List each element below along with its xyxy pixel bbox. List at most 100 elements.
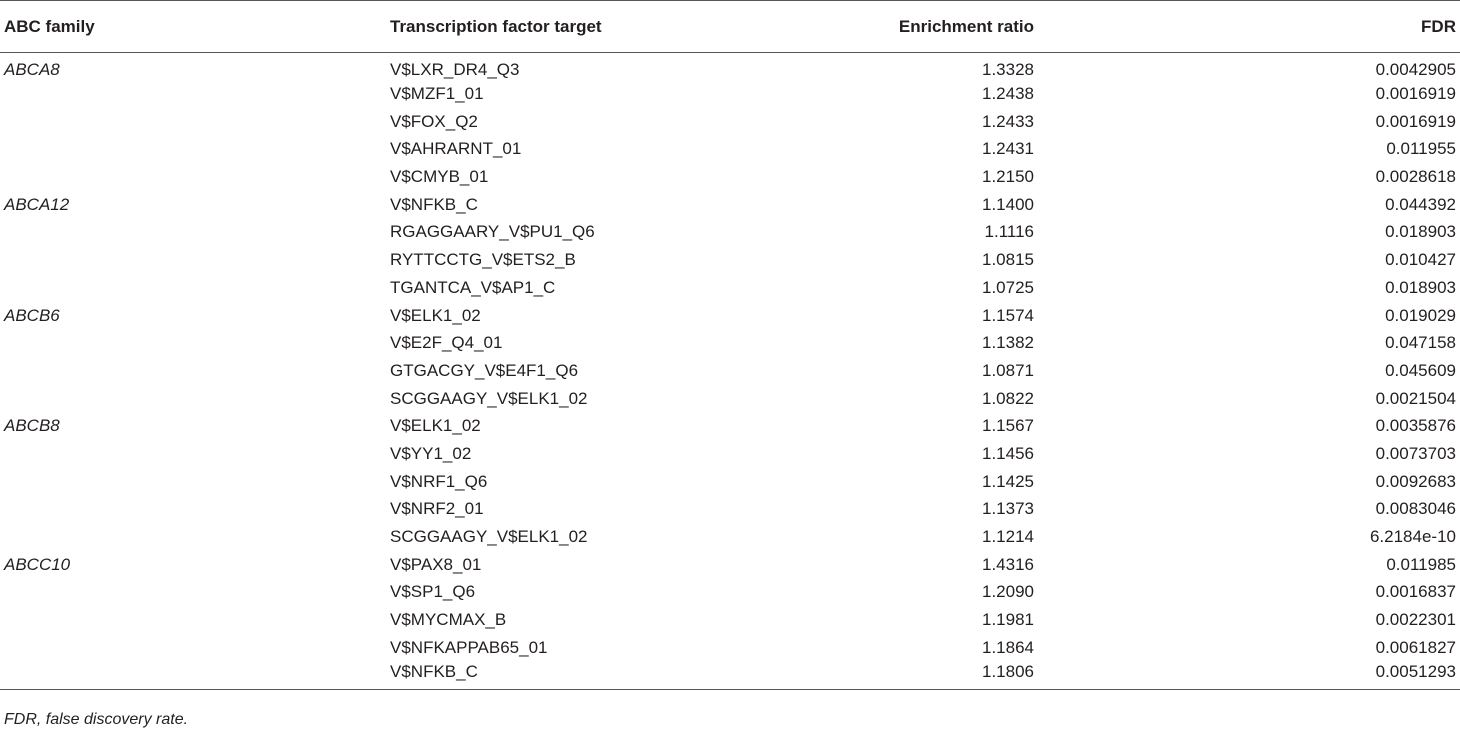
- table-row: ABCB6 V$ELK1_02 1.1574 0.019029: [0, 302, 1460, 330]
- cell-fdr: 0.0042905: [1375, 59, 1456, 79]
- table-row: V$NRF2_01 1.1373 0.0083046: [0, 496, 1460, 524]
- cell-fdr: 0.0021504: [1375, 388, 1456, 408]
- cell-fdr: 0.018903: [1385, 222, 1456, 242]
- cell-abc-family: ABCA12: [4, 194, 70, 214]
- data-table-container: ABC family Transcription factor target E…: [0, 0, 1460, 690]
- cell-abc-family: [0, 357, 390, 385]
- cell-transcription-factor-target: V$ELK1_02: [390, 416, 481, 436]
- cell-transcription-factor-target: TGANTCA_V$AP1_C: [390, 277, 556, 297]
- cell-fdr: 0.0061827: [1375, 637, 1456, 657]
- cell-fdr: 0.0092683: [1375, 471, 1456, 491]
- table-row: ABCA12 V$NFKB_C 1.1400 0.044392: [0, 191, 1460, 219]
- cell-transcription-factor-target: V$MYCMAX_B: [390, 610, 507, 630]
- cell-enrichment-ratio: 1.1567: [982, 416, 1034, 436]
- header-enrichment-ratio: Enrichment ratio: [898, 16, 1034, 36]
- cell-enrichment-ratio: 1.2431: [982, 139, 1034, 159]
- cell-transcription-factor-target: V$NFKAPPAB65_01: [390, 637, 548, 657]
- cell-fdr: 0.0073703: [1375, 443, 1456, 463]
- cell-transcription-factor-target: V$FOX_Q2: [390, 111, 478, 131]
- cell-abc-family: [0, 219, 390, 247]
- cell-fdr: 0.0035876: [1375, 416, 1456, 436]
- cell-abc-family: ABCA8: [4, 59, 60, 79]
- table-row: RYTTCCTG_V$ETS2_B 1.0815 0.010427: [0, 246, 1460, 274]
- cell-transcription-factor-target: V$SP1_Q6: [390, 582, 476, 602]
- cell-enrichment-ratio: 1.2433: [982, 111, 1034, 131]
- cell-enrichment-ratio: 1.1574: [982, 305, 1034, 325]
- cell-fdr: 0.018903: [1385, 277, 1456, 297]
- cell-fdr: 0.045609: [1385, 360, 1456, 380]
- cell-abc-family: ABCC10: [4, 554, 71, 574]
- table-row: V$YY1_02 1.1456 0.0073703: [0, 440, 1460, 468]
- cell-transcription-factor-target: V$PAX8_01: [390, 554, 482, 574]
- cell-abc-family: [0, 385, 390, 413]
- table-row: V$AHRARNT_01 1.2431 0.011955: [0, 136, 1460, 164]
- table-row: ABCA8 V$LXR_DR4_Q3 1.3328 0.0042905: [0, 53, 1460, 81]
- cell-fdr: 0.0028618: [1375, 167, 1456, 187]
- cell-abc-family: [0, 634, 390, 662]
- cell-abc-family: [0, 662, 390, 690]
- table-row: TGANTCA_V$AP1_C 1.0725 0.018903: [0, 274, 1460, 302]
- cell-abc-family: ABCB8: [4, 416, 60, 436]
- header-transcription-factor-target: Transcription factor target: [390, 16, 602, 36]
- cell-abc-family: [0, 496, 390, 524]
- table-row: V$E2F_Q4_01 1.1382 0.047158: [0, 329, 1460, 357]
- cell-transcription-factor-target: V$ELK1_02: [390, 305, 481, 325]
- cell-enrichment-ratio: 1.0815: [982, 250, 1034, 270]
- cell-transcription-factor-target: GTGACGY_V$E4F1_Q6: [390, 360, 579, 380]
- cell-enrichment-ratio: 1.0822: [982, 388, 1034, 408]
- table-row: SCGGAAGY_V$ELK1_02 1.1214 6.2184e-10: [0, 523, 1460, 551]
- cell-fdr: 6.2184e-10: [1369, 527, 1456, 547]
- cell-fdr: 0.047158: [1385, 333, 1456, 353]
- cell-abc-family: [0, 274, 390, 302]
- cell-abc-family: [0, 523, 390, 551]
- cell-fdr: 0.0022301: [1375, 610, 1456, 630]
- cell-transcription-factor-target: RGAGGAARY_V$PU1_Q6: [390, 222, 595, 242]
- table-row: V$FOX_Q2 1.2433 0.0016919: [0, 108, 1460, 136]
- cell-fdr: 0.0016919: [1375, 84, 1456, 104]
- cell-transcription-factor-target: V$NRF1_Q6: [390, 471, 488, 491]
- header-row: ABC family Transcription factor target E…: [0, 0, 1460, 53]
- cell-abc-family: [0, 80, 390, 108]
- table-row: V$NFKB_C 1.1806 0.0051293: [0, 662, 1460, 690]
- cell-transcription-factor-target: V$MZF1_01: [390, 84, 484, 104]
- cell-transcription-factor-target: V$AHRARNT_01: [390, 139, 522, 159]
- table-row: ABCB8 V$ELK1_02 1.1567 0.0035876: [0, 412, 1460, 440]
- cell-enrichment-ratio: 1.1214: [982, 527, 1034, 547]
- cell-abc-family: [0, 579, 390, 607]
- cell-enrichment-ratio: 1.1400: [982, 194, 1034, 214]
- cell-abc-family: [0, 136, 390, 164]
- cell-transcription-factor-target: SCGGAAGY_V$ELK1_02: [390, 388, 588, 408]
- cell-enrichment-ratio: 1.0871: [982, 360, 1034, 380]
- cell-transcription-factor-target: V$LXR_DR4_Q3: [390, 59, 520, 79]
- cell-abc-family: [0, 246, 390, 274]
- cell-fdr: 0.0051293: [1375, 662, 1456, 682]
- table-row: V$MZF1_01 1.2438 0.0016919: [0, 80, 1460, 108]
- table-footnote: FDR, false discovery rate.: [4, 711, 189, 728]
- header-abc-family: ABC family: [4, 16, 95, 36]
- table-body: ABCA8 V$LXR_DR4_Q3 1.3328 0.0042905 V$MZF1_0…: [0, 53, 1460, 690]
- enrichment-table: ABC family Transcription factor target E…: [0, 0, 1460, 690]
- cell-enrichment-ratio: 1.1373: [982, 499, 1034, 519]
- cell-enrichment-ratio: 1.2438: [982, 84, 1034, 104]
- cell-enrichment-ratio: 1.2090: [982, 582, 1034, 602]
- table-row: V$CMYB_01 1.2150 0.0028618: [0, 163, 1460, 191]
- cell-enrichment-ratio: 1.1456: [982, 443, 1034, 463]
- cell-transcription-factor-target: V$YY1_02: [390, 443, 472, 463]
- cell-enrichment-ratio: 1.1116: [984, 222, 1034, 242]
- cell-enrichment-ratio: 1.3328: [982, 59, 1034, 79]
- cell-enrichment-ratio: 1.1864: [982, 637, 1034, 657]
- table-row: V$MYCMAX_B 1.1981 0.0022301: [0, 606, 1460, 634]
- table-row: V$NRF1_Q6 1.1425 0.0092683: [0, 468, 1460, 496]
- cell-fdr: 0.011985: [1386, 554, 1456, 574]
- cell-transcription-factor-target: V$CMYB_01: [390, 167, 489, 187]
- cell-transcription-factor-target: RYTTCCTG_V$ETS2_B: [390, 250, 576, 270]
- cell-transcription-factor-target: V$NFKB_C: [390, 194, 478, 214]
- cell-fdr: 0.0083046: [1375, 499, 1456, 519]
- cell-enrichment-ratio: 1.1981: [982, 610, 1034, 630]
- table-row: RGAGGAARY_V$PU1_Q6 1.1116 0.018903: [0, 219, 1460, 247]
- table-row: V$NFKAPPAB65_01 1.1864 0.0061827: [0, 634, 1460, 662]
- header-fdr: FDR: [1421, 16, 1456, 36]
- cell-fdr: 0.0016837: [1375, 582, 1456, 602]
- cell-transcription-factor-target: V$NRF2_01: [390, 499, 484, 519]
- table-row: ABCC10 V$PAX8_01 1.4316 0.011985: [0, 551, 1460, 579]
